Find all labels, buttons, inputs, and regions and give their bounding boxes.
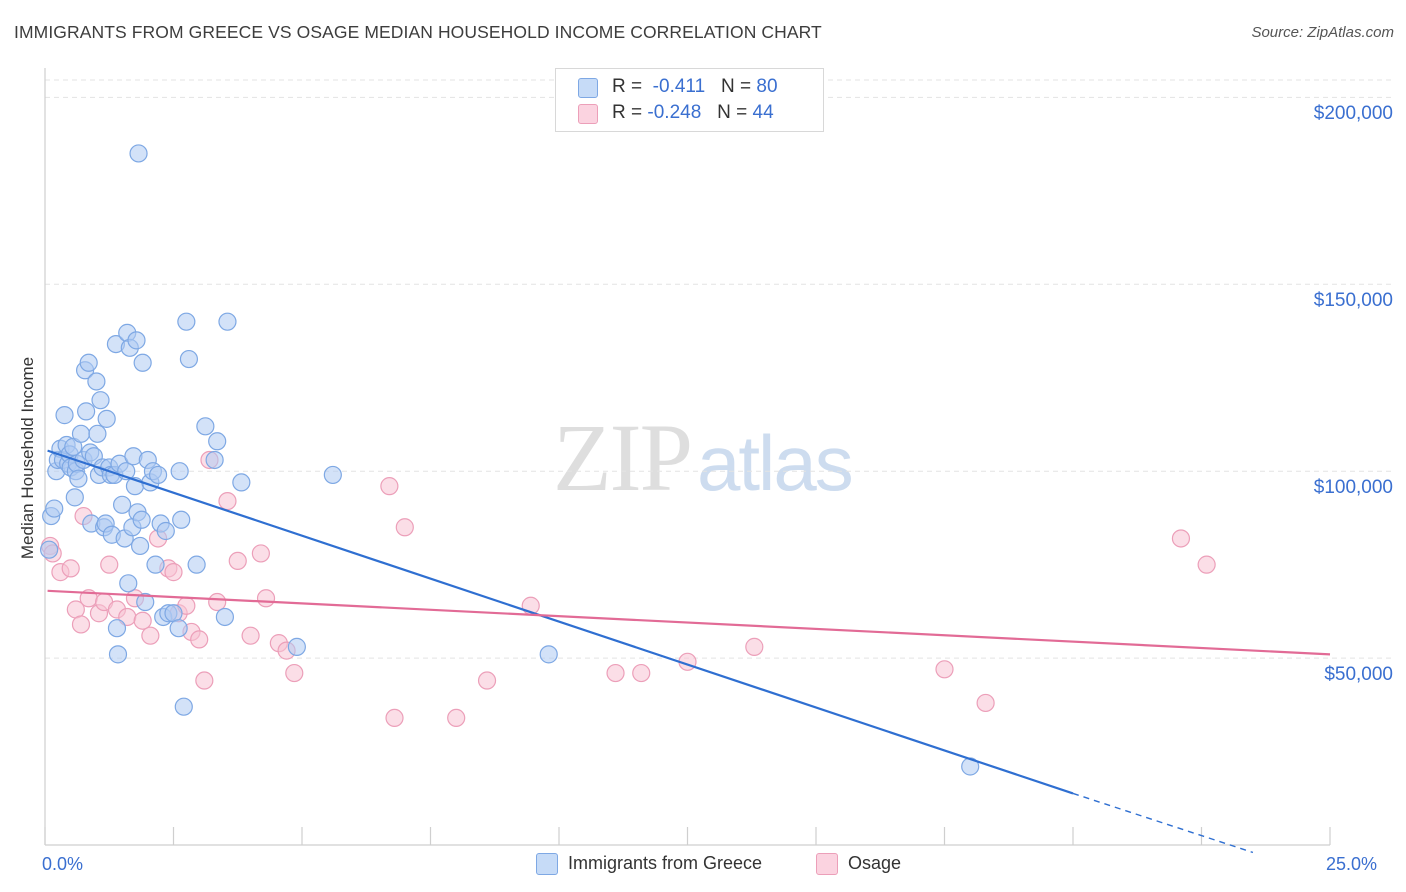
greece-point-61 — [148, 465, 168, 485]
osage-point-26 — [218, 491, 237, 511]
greece-point-14 — [65, 488, 84, 507]
osage-point-38 — [477, 671, 497, 690]
greece-point-29 — [91, 391, 110, 410]
greece-point-79 — [232, 473, 251, 492]
greece-point-67 — [169, 619, 188, 638]
osage-point-47 — [1197, 555, 1216, 574]
greece-point-21 — [77, 402, 96, 421]
greece-point-22 — [79, 353, 98, 372]
greece-point-73 — [187, 555, 206, 574]
osage-point-14 — [133, 611, 152, 630]
greece-point-40 — [108, 645, 128, 664]
legend-r-value-greece: -0.411 — [652, 76, 706, 97]
osage-point-44 — [935, 660, 954, 679]
osage-point-22 — [190, 630, 209, 649]
osage-point-30 — [256, 589, 276, 608]
osage-trend-line — [47, 589, 1331, 656]
correlation-legend: R = -0.411 N = 80 R = -0.248 N = 44 — [555, 68, 824, 132]
legend-n-value-osage: 44 — [752, 102, 774, 123]
osage-point-34 — [380, 477, 399, 496]
grid-lines — [45, 79, 1395, 659]
greece-point-0 — [129, 144, 148, 163]
greece-point-74 — [196, 417, 215, 436]
osage-point-33 — [285, 663, 304, 683]
osage-point-36 — [395, 518, 414, 537]
greece-point-1 — [40, 540, 59, 559]
osage-points — [41, 450, 1216, 728]
osage-point-5 — [71, 615, 91, 634]
greece-point-72 — [179, 349, 199, 369]
greece-points — [40, 144, 980, 776]
watermark-zip: ZIP — [553, 404, 693, 511]
osage-point-18 — [164, 563, 183, 582]
greece-point-27 — [88, 424, 107, 443]
greece-point-80 — [287, 637, 306, 656]
osage-point-15 — [141, 626, 160, 645]
osage-point-10 — [100, 555, 119, 574]
greece-point-68 — [170, 462, 189, 481]
osage-point-46 — [1171, 529, 1191, 548]
greece-point-26 — [87, 372, 106, 391]
watermark-atlas: atlas — [697, 419, 854, 507]
greece-trend-line — [47, 449, 1074, 795]
osage-point-35 — [385, 708, 404, 728]
greece-point-39 — [107, 619, 127, 638]
greece-point-8 — [55, 406, 74, 425]
legend-swatch-pink — [578, 104, 598, 124]
legend-r-value-osage: -0.248 — [647, 102, 702, 123]
greece-point-46 — [119, 574, 138, 593]
osage-point-27 — [228, 551, 247, 571]
greece-point-54 — [132, 510, 151, 529]
greece-point-76 — [208, 432, 227, 451]
greece-point-71 — [177, 312, 196, 331]
greece-point-53 — [130, 536, 150, 556]
osage-point-28 — [241, 626, 260, 645]
osage-point-40 — [606, 663, 625, 683]
trend-lines — [47, 449, 1331, 854]
osage-point-45 — [976, 693, 995, 713]
axes — [44, 68, 1331, 846]
osage-point-43 — [745, 637, 764, 656]
greece-point-75 — [205, 450, 224, 470]
greece-point-33 — [97, 409, 116, 428]
y-tick-label-0: $50,000 — [1324, 664, 1393, 686]
osage-point-29 — [251, 544, 270, 563]
source-attribution: Source: ZipAtlas.com — [1251, 24, 1394, 41]
x-tick-min: 0.0% — [42, 854, 84, 874]
greece-point-60 — [146, 555, 165, 574]
y-tick-label-1: $100,000 — [1313, 477, 1393, 499]
y-tick-label-3: $200,000 — [1313, 103, 1393, 125]
greece-point-64 — [156, 521, 175, 541]
osage-point-37 — [447, 708, 466, 728]
greece-point-82 — [539, 645, 558, 664]
zipatlas-watermark: ZIPatlas — [553, 402, 854, 513]
bottom-swatch-blue — [536, 853, 558, 875]
greece-point-69 — [172, 510, 191, 529]
legend-n-value-greece: 80 — [756, 76, 778, 97]
y-tick-label-2: $150,000 — [1313, 290, 1393, 312]
greece-point-18 — [71, 424, 91, 443]
greece-point-3 — [45, 499, 64, 518]
greece-point-17 — [69, 469, 88, 488]
x-tick-max: 25.0% — [1326, 854, 1378, 874]
osage-point-41 — [632, 663, 651, 683]
greece-point-42 — [112, 495, 132, 514]
legend-swatch-blue — [578, 78, 598, 98]
bottom-swatch-pink — [816, 853, 838, 875]
osage-point-25 — [208, 592, 227, 612]
greece-point-77 — [215, 607, 234, 627]
greece-point-51 — [127, 331, 146, 350]
chart-title: IMMIGRANTS FROM GREECE VS OSAGE MEDIAN H… — [14, 22, 822, 42]
greece-point-70 — [174, 697, 193, 716]
osage-point-23 — [195, 671, 214, 690]
greece-point-81 — [323, 465, 342, 485]
osage-point-3 — [61, 559, 80, 578]
greece-point-78 — [218, 312, 237, 331]
greece-point-56 — [136, 592, 155, 612]
greece-trend-extension — [1072, 792, 1254, 854]
greece-point-55 — [133, 353, 152, 372]
